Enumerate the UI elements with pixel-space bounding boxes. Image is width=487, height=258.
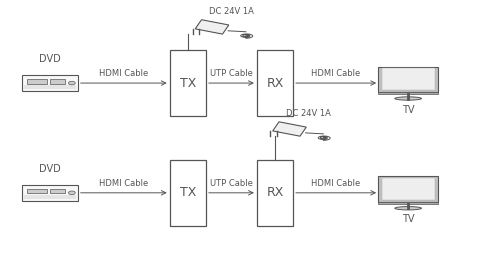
Ellipse shape — [395, 207, 421, 210]
Text: DVD: DVD — [39, 54, 61, 64]
Text: HDMI Cable: HDMI Cable — [312, 179, 361, 188]
Bar — [22, 75, 77, 91]
Text: UTP Cable: UTP Cable — [210, 179, 253, 188]
Bar — [169, 50, 206, 116]
Bar — [50, 189, 65, 193]
Bar — [378, 176, 438, 201]
Text: TV: TV — [402, 105, 414, 115]
Text: TX: TX — [180, 186, 196, 199]
Text: UTP Cable: UTP Cable — [210, 69, 253, 78]
Bar — [27, 189, 47, 193]
Bar — [22, 184, 77, 201]
Bar — [381, 178, 435, 200]
Ellipse shape — [395, 97, 421, 100]
Text: HDMI Cable: HDMI Cable — [99, 179, 149, 188]
Bar — [378, 92, 438, 94]
Bar — [257, 160, 293, 226]
Bar — [378, 201, 438, 204]
Bar — [381, 68, 435, 90]
Text: HDMI Cable: HDMI Cable — [99, 69, 149, 78]
Text: RX: RX — [266, 186, 283, 199]
Bar — [378, 67, 438, 92]
Text: HDMI Cable: HDMI Cable — [312, 69, 361, 78]
Text: DVD: DVD — [39, 164, 61, 174]
Circle shape — [69, 191, 75, 195]
Circle shape — [69, 81, 75, 85]
Bar — [257, 50, 293, 116]
Text: DC 24V 1A: DC 24V 1A — [209, 7, 254, 16]
Text: DC 24V 1A: DC 24V 1A — [286, 109, 331, 118]
Polygon shape — [195, 20, 229, 34]
Text: RX: RX — [266, 77, 283, 90]
Text: TV: TV — [402, 214, 414, 224]
Text: TX: TX — [180, 77, 196, 90]
Bar — [27, 79, 47, 84]
Polygon shape — [273, 122, 306, 136]
Bar — [50, 79, 65, 84]
Bar — [169, 160, 206, 226]
